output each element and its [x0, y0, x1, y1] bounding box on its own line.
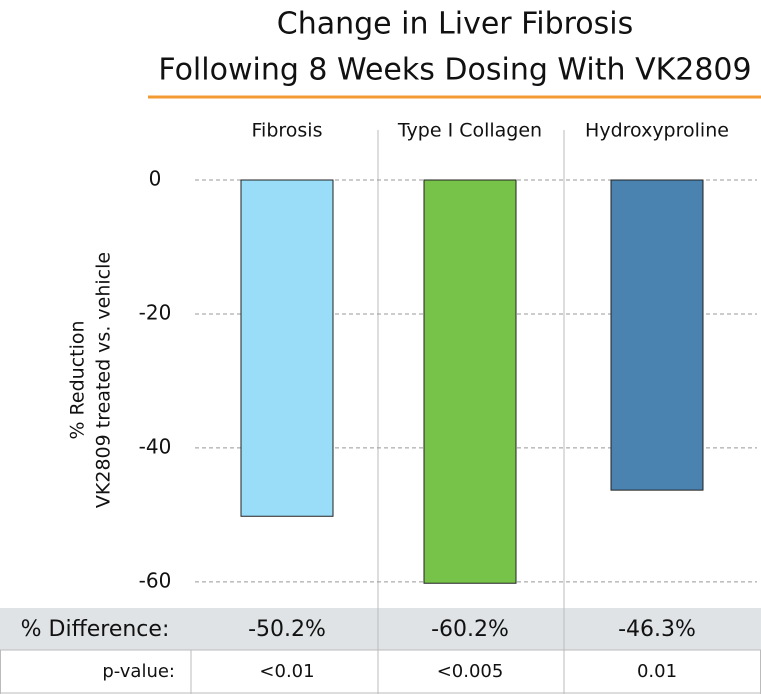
p-value-label: 0.01: [637, 661, 677, 682]
category-label: Fibrosis: [252, 120, 323, 142]
category-label: Hydroxyproline: [585, 120, 729, 142]
chart-title: Following 8 Weeks Dosing With VK2809: [158, 53, 751, 88]
table-row-bg: [0, 608, 761, 650]
y-tick-label: 0: [149, 167, 162, 191]
category-label: Type I Collagen: [397, 120, 542, 142]
difference-label: -50.2%: [248, 617, 326, 642]
bar: [240, 179, 334, 517]
p-value-label: <0.01: [259, 661, 314, 682]
y-tick-label: -20: [139, 300, 172, 324]
y-tick-label: -60: [139, 568, 172, 592]
bar: [610, 179, 704, 491]
difference-label: -60.2%: [431, 617, 509, 642]
difference-label: -46.3%: [618, 617, 696, 642]
row-label: p-value:: [102, 661, 175, 682]
row-label: % Difference:: [21, 617, 170, 642]
chart-title: Change in Liver Fibrosis: [277, 7, 633, 42]
p-value-label: <0.005: [437, 661, 504, 682]
y-axis-label: VK2809 treated vs. vehicle: [93, 252, 115, 508]
bar: [423, 179, 517, 584]
y-axis-label: % Reduction: [67, 320, 89, 439]
y-tick-label: -40: [139, 434, 172, 458]
